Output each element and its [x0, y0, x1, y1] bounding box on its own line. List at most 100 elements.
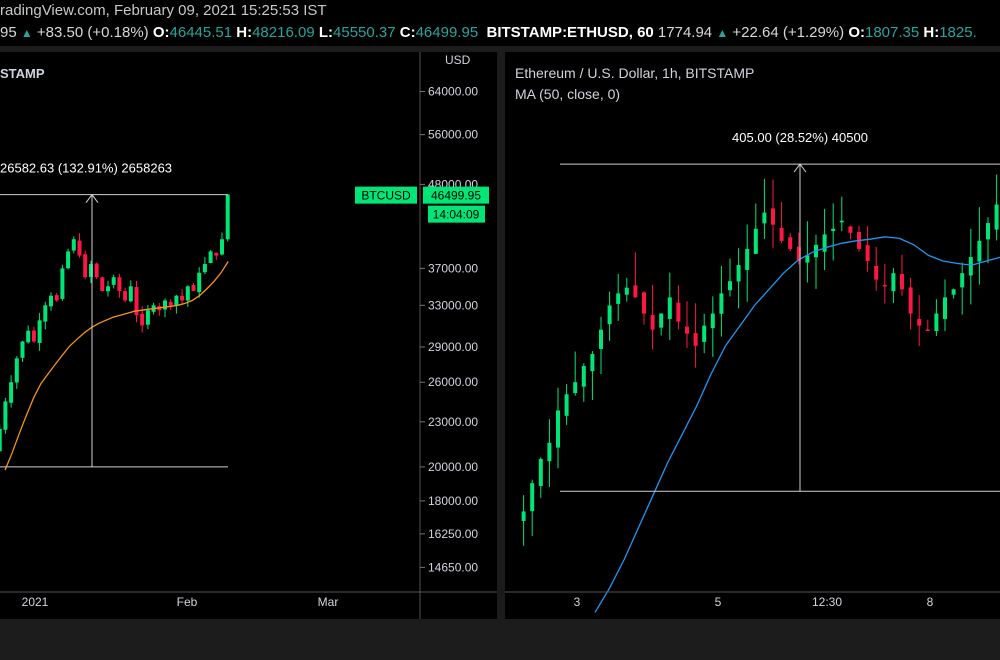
- candle: [874, 265, 879, 280]
- y-tick-label: 29000.00: [428, 340, 478, 354]
- x-tick-label: 12:30: [812, 595, 842, 609]
- axis-unit-label: USD: [445, 53, 471, 67]
- candle: [968, 257, 973, 276]
- candle: [960, 273, 965, 288]
- countdown-label: 14:04:09: [433, 208, 480, 222]
- chart-title: STAMP: [0, 66, 45, 81]
- candle: [214, 252, 219, 256]
- candle: [0, 428, 2, 452]
- candle: [9, 382, 14, 403]
- candle: [106, 286, 110, 292]
- last-price-tag: [423, 186, 489, 204]
- symbol-tag-label: BTCUSD: [361, 189, 411, 203]
- x-tick-label: 5: [715, 595, 722, 609]
- candle: [88, 264, 93, 277]
- candle: [37, 320, 42, 343]
- candle: [168, 302, 173, 306]
- candle: [521, 511, 526, 521]
- candle: [100, 277, 105, 291]
- candle: [140, 313, 145, 326]
- candle: [31, 330, 36, 342]
- candle: [882, 284, 887, 287]
- candle: [202, 264, 207, 273]
- candle: [49, 295, 53, 307]
- candle: [3, 401, 8, 430]
- y-tick-label: 23000.00: [428, 415, 478, 429]
- candle: [77, 240, 82, 256]
- candle: [145, 310, 150, 325]
- candle: [745, 248, 750, 270]
- candle: [185, 286, 190, 301]
- eth-high: 1825.: [939, 24, 977, 41]
- y-tick-label: 20000.00: [428, 460, 478, 474]
- candle: [60, 268, 65, 299]
- x-tick-label: 3: [574, 595, 581, 609]
- y-tick-label: 56000.00: [428, 128, 478, 142]
- candle: [71, 239, 76, 251]
- eth-chart[interactable]: 405.00 (28.52%) 40500 3 5 12:30 8 Ethereum /…: [505, 52, 1000, 619]
- eth-open-label: O:: [848, 24, 865, 41]
- candle: [134, 287, 139, 316]
- btc-low: 45550.37: [333, 24, 396, 41]
- candle: [163, 300, 167, 310]
- eth-change: +22.64 (+1.29%): [732, 24, 845, 41]
- y-tick-label: 16250.00: [428, 527, 478, 541]
- candle: [14, 358, 19, 383]
- candle: [174, 295, 179, 306]
- measure-label: 405.00 (28.52%) 40500: [732, 130, 868, 145]
- candle: [538, 458, 543, 487]
- candle: [43, 305, 48, 322]
- y-tick-label: 14650.00: [428, 560, 478, 574]
- last-price-label: 46499.95: [431, 189, 481, 203]
- candle: [771, 208, 775, 225]
- candle: [788, 237, 793, 249]
- source-timestamp: radingView.com, February 09, 2021 15:25:…: [0, 2, 327, 19]
- candle: [616, 293, 621, 304]
- candle: [220, 239, 224, 255]
- candle: [599, 329, 603, 349]
- candle: [779, 227, 784, 241]
- moving-average-line: [594, 236, 1000, 613]
- candle: [848, 226, 853, 233]
- btc-close: 46499.95: [415, 24, 479, 41]
- candle: [762, 212, 767, 224]
- candle: [831, 228, 836, 232]
- up-triangle-icon: ▲: [20, 26, 33, 40]
- candle: [26, 330, 31, 343]
- candle: [66, 251, 71, 269]
- candle: [54, 295, 59, 301]
- btc-change: +83.50 (+0.18%): [36, 24, 149, 41]
- candle: [530, 483, 535, 512]
- candle: [633, 285, 638, 298]
- btc-close-label: C:: [399, 24, 416, 41]
- candle: [556, 410, 560, 448]
- candle: [650, 315, 655, 330]
- symbol-tag: [355, 186, 417, 204]
- eth-open: 1807.35: [864, 24, 920, 41]
- measure-arrow-icon: [85, 193, 99, 203]
- candle: [728, 281, 732, 291]
- candle: [547, 442, 552, 462]
- btc-chart[interactable]: 26582.63 (132.91%) 2658263 USD 64000.00 56…: [0, 52, 497, 619]
- candle: [702, 325, 707, 342]
- btc-high: 48216.09: [252, 24, 315, 41]
- eth-chart-panel[interactable]: 405.00 (28.52%) 40500 3 5 12:30 8 Ethereum /…: [505, 52, 1000, 619]
- candle: [736, 265, 741, 282]
- eth-symbol: BITSTAMP:ETHUSD, 60: [486, 24, 654, 41]
- candle: [128, 286, 133, 302]
- candle: [925, 329, 930, 332]
- candle: [693, 333, 698, 346]
- candle: [891, 273, 896, 292]
- chart-title: Ethereum / U.S. Dollar, 1h, BITSTAMP: [515, 65, 754, 81]
- candle: [951, 289, 956, 295]
- btc-chart-panel[interactable]: 26582.63 (132.91%) 2658263 USD 64000.00 56…: [0, 52, 497, 619]
- candle: [225, 194, 230, 240]
- candle: [573, 382, 578, 393]
- eth-high-label: H:: [923, 24, 940, 41]
- candle: [191, 285, 196, 291]
- btc-last-fragment: 95: [0, 24, 17, 41]
- candle: [581, 366, 586, 387]
- y-tick-label: 64000.00: [428, 85, 478, 99]
- candle: [642, 292, 646, 314]
- btc-high-label: H:: [236, 24, 253, 41]
